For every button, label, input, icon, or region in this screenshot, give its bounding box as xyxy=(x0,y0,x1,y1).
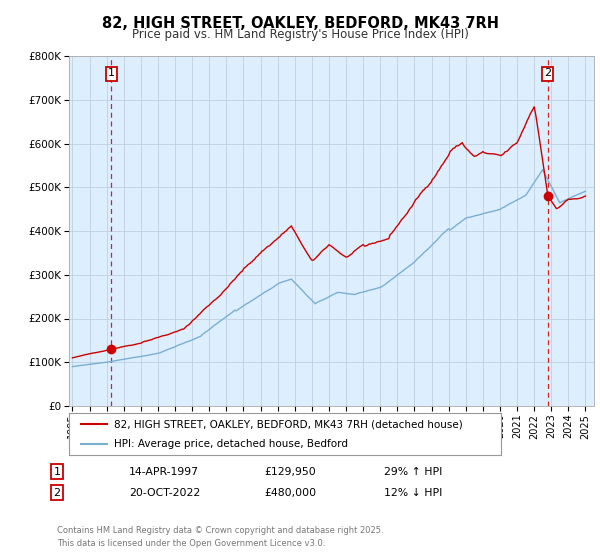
Text: 82, HIGH STREET, OAKLEY, BEDFORD, MK43 7RH: 82, HIGH STREET, OAKLEY, BEDFORD, MK43 7… xyxy=(101,16,499,31)
Text: 12% ↓ HPI: 12% ↓ HPI xyxy=(384,488,442,498)
Text: 14-APR-1997: 14-APR-1997 xyxy=(129,466,199,477)
Text: 2: 2 xyxy=(544,68,551,78)
Text: Price paid vs. HM Land Registry's House Price Index (HPI): Price paid vs. HM Land Registry's House … xyxy=(131,28,469,41)
Text: 82, HIGH STREET, OAKLEY, BEDFORD, MK43 7RH (detached house): 82, HIGH STREET, OAKLEY, BEDFORD, MK43 7… xyxy=(115,419,463,430)
Text: Contains HM Land Registry data © Crown copyright and database right 2025.: Contains HM Land Registry data © Crown c… xyxy=(57,526,383,535)
Text: 1: 1 xyxy=(53,466,61,477)
Text: This data is licensed under the Open Government Licence v3.0.: This data is licensed under the Open Gov… xyxy=(57,539,325,548)
Text: 2: 2 xyxy=(53,488,61,498)
Text: HPI: Average price, detached house, Bedford: HPI: Average price, detached house, Bedf… xyxy=(115,439,349,449)
Text: 1: 1 xyxy=(108,68,115,78)
Text: £129,950: £129,950 xyxy=(264,466,316,477)
Text: 20-OCT-2022: 20-OCT-2022 xyxy=(129,488,200,498)
Text: 29% ↑ HPI: 29% ↑ HPI xyxy=(384,466,442,477)
Text: £480,000: £480,000 xyxy=(264,488,316,498)
